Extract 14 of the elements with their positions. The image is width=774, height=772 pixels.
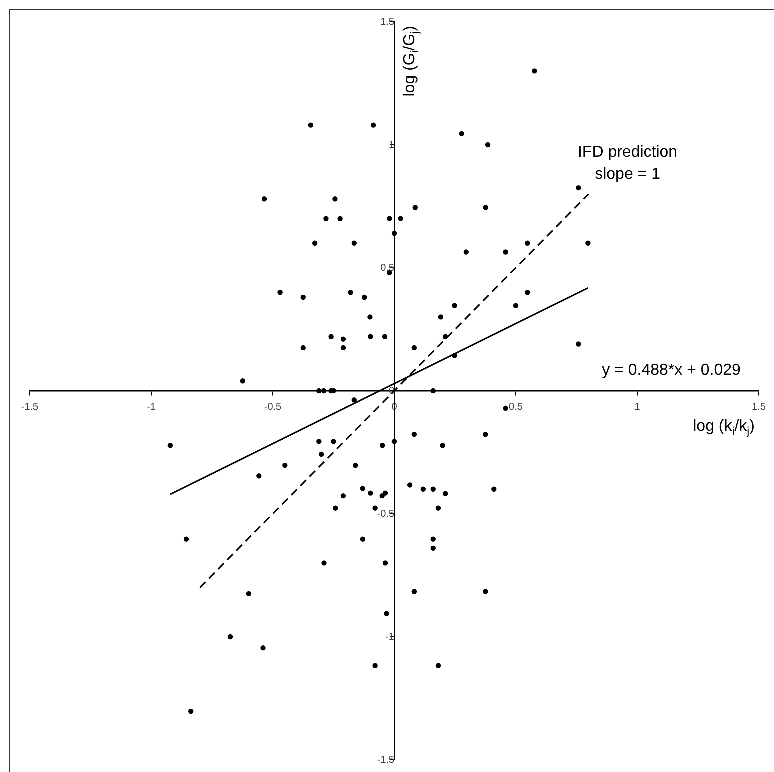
y-tick-label: 0.5 [380, 262, 395, 274]
x-tick-label: 0.5 [509, 402, 524, 413]
x-tick-label: -0.5 [264, 402, 282, 413]
y-tick-label: -1.5 [377, 754, 395, 766]
y-axis-title: log (Gi/Gj) [402, 26, 422, 97]
y-tick-label: -1 [386, 632, 395, 643]
y-tick-label: -0.5 [377, 508, 395, 520]
annotation: y = 0.488*x + 0.029 [602, 362, 742, 379]
annotation: IFD prediction slope = 1 [578, 144, 678, 184]
x-tick-label: 1 [634, 402, 641, 413]
x-tick-label: -1 [147, 402, 156, 413]
x-tick-label: -1.5 [21, 402, 40, 413]
x-tick-label: 1.5 [752, 402, 766, 413]
y-tick-label: 1.5 [380, 16, 395, 28]
